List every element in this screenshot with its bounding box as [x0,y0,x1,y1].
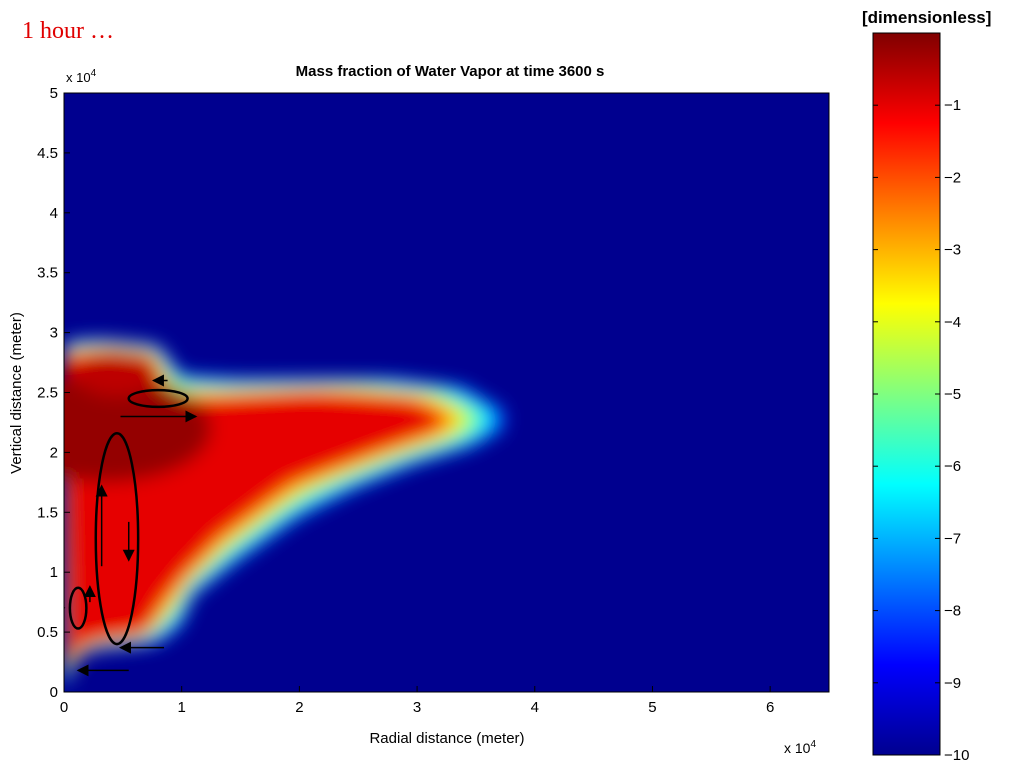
plume-field [64,339,506,692]
colorbar-tick-label: −10 [944,747,969,764]
colorbar-tick-label: −5 [944,386,961,403]
y-multiplier: x 104 [66,68,97,85]
colorbar-ticks: −1 −2 −3 −4 −5 −6 −7 −8 −9 −10 [873,97,969,764]
colorbar-tick-label: −7 [944,530,961,547]
x-tick-label: 1 [178,699,186,716]
colorbar-tick-label: −4 [944,314,961,331]
colorbar-tick-label: −9 [944,675,961,692]
plume-upper-lobe [75,352,159,397]
x-tick-label: 3 [413,699,421,716]
y-axis: 0 0.5 1 1.5 2 2.5 3 3.5 4 4.5 5 [37,85,70,701]
slide-label: 1 hour … [22,18,114,44]
colorbar-label: [dimensionless] [862,8,992,27]
circulation-loop-0 [127,388,189,409]
y-tick-label: 3.5 [37,265,58,282]
y-tick-label: 4.5 [37,145,58,162]
y-tick-label: 1 [50,564,58,581]
y-tick-label: 4 [50,205,58,222]
x-axis: 0 1 2 3 4 5 6 [60,686,774,716]
y-tick-label: 0.5 [37,624,58,641]
y-tick-label: 5 [50,85,58,102]
y-tick-label: 2.5 [37,385,58,402]
colorbar-tick-label: −3 [944,242,961,259]
x-axis-label: Radial distance (meter) [369,730,524,747]
chart-title: Mass fraction of Water Vapor at time 360… [296,63,605,80]
x-multiplier: x 104 [784,739,816,756]
colorbar-tick-label: −8 [944,603,961,620]
y-tick-label: 2 [50,444,58,461]
y-tick-label: 0 [50,684,58,701]
y-axis-label: Vertical distance (meter) [8,312,25,474]
circulation-loop-1 [94,431,140,646]
plume-core [64,374,212,483]
x-tick-label: 2 [295,699,303,716]
x-tick-label: 4 [531,699,539,716]
colorbar-tick-label: −1 [944,97,961,114]
x-tick-label: 6 [766,699,774,716]
y-tick-label: 1.5 [37,504,58,521]
colorbar-tick-label: −2 [944,169,961,186]
colorbar-tick-label: −6 [944,458,961,475]
y-tick-label: 3 [50,325,58,342]
circulation-loop-2 [68,586,88,630]
x-tick-label: 0 [60,699,68,716]
colorbar [872,32,941,756]
x-tick-label: 5 [648,699,656,716]
circulation-annotations [64,374,198,677]
